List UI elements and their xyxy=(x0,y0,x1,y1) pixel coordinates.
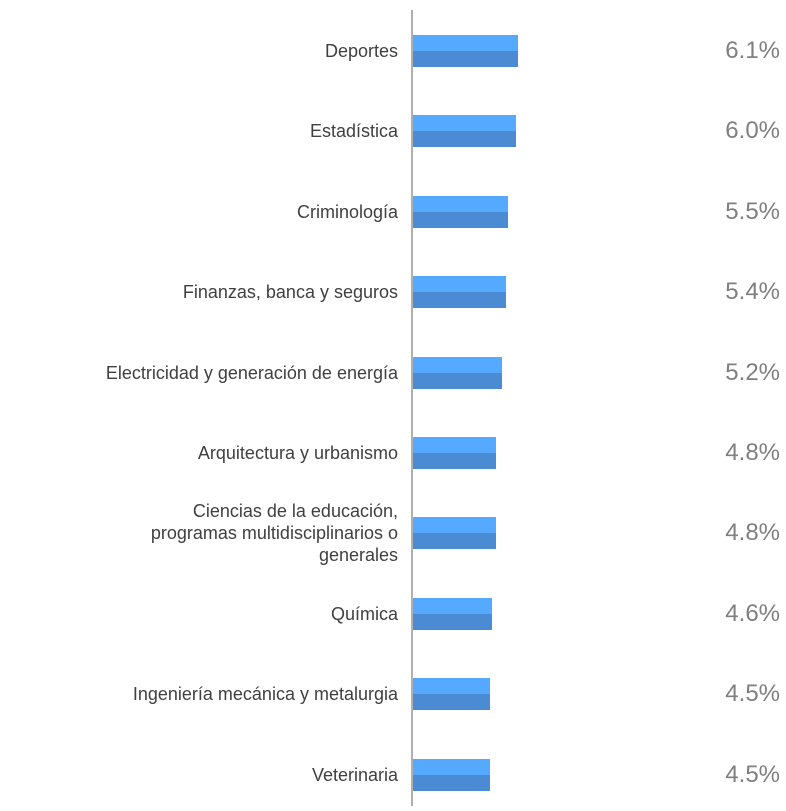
bar xyxy=(413,35,518,67)
bar xyxy=(413,276,506,309)
category-label: Estadística xyxy=(309,121,398,142)
value-label: 5.4% xyxy=(725,278,780,306)
category-label: Criminología xyxy=(296,201,398,222)
category-label: Electricidad y generación de energía xyxy=(105,362,398,383)
category-label: Veterinaria xyxy=(311,764,398,785)
category-label: Deportes xyxy=(324,41,398,61)
category-label: Finanzas, banca y seguros xyxy=(182,282,398,303)
value-label: 4.8% xyxy=(725,519,780,547)
value-label: 4.8% xyxy=(725,439,780,466)
category-label: Ciencias de la educación, programas mult… xyxy=(150,501,398,566)
bar xyxy=(413,356,503,389)
value-label: 6.1% xyxy=(725,37,780,64)
bar xyxy=(413,115,517,148)
axis-line xyxy=(411,10,413,806)
value-label: 4.6% xyxy=(725,599,780,627)
category-label: Arquitectura y urbanismo xyxy=(197,443,398,463)
bar xyxy=(413,758,491,791)
bar xyxy=(413,195,508,228)
bar xyxy=(413,517,496,550)
category-label: Química xyxy=(330,603,398,624)
value-label: 4.5% xyxy=(725,680,780,708)
category-label: Ingeniería mecánica y metalurgia xyxy=(132,684,398,705)
value-label: 5.2% xyxy=(725,358,780,386)
value-label: 4.5% xyxy=(725,760,780,788)
value-label: 6.0% xyxy=(725,117,780,145)
bar xyxy=(413,437,496,469)
bar xyxy=(413,597,493,630)
value-label: 5.5% xyxy=(725,197,780,225)
bar xyxy=(413,678,491,711)
